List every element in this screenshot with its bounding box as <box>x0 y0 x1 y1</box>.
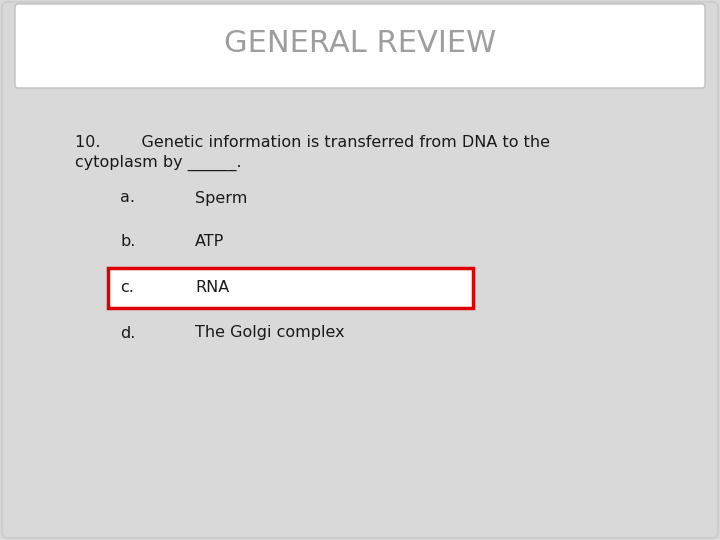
Text: c.: c. <box>120 280 134 295</box>
Text: GENERAL REVIEW: GENERAL REVIEW <box>224 30 496 58</box>
Text: cytoplasm by ______.: cytoplasm by ______. <box>75 155 242 171</box>
Text: a.: a. <box>120 191 135 206</box>
Bar <box>108 268 473 308</box>
Text: Sperm: Sperm <box>195 191 248 206</box>
Text: d.: d. <box>120 326 135 341</box>
Text: RNA: RNA <box>195 280 229 295</box>
Text: b.: b. <box>120 234 135 249</box>
Text: 10.        Genetic information is transferred from DNA to the: 10. Genetic information is transferred f… <box>75 135 550 150</box>
Text: The Golgi complex: The Golgi complex <box>195 326 345 341</box>
FancyBboxPatch shape <box>15 4 705 88</box>
Text: ATP: ATP <box>195 234 224 249</box>
